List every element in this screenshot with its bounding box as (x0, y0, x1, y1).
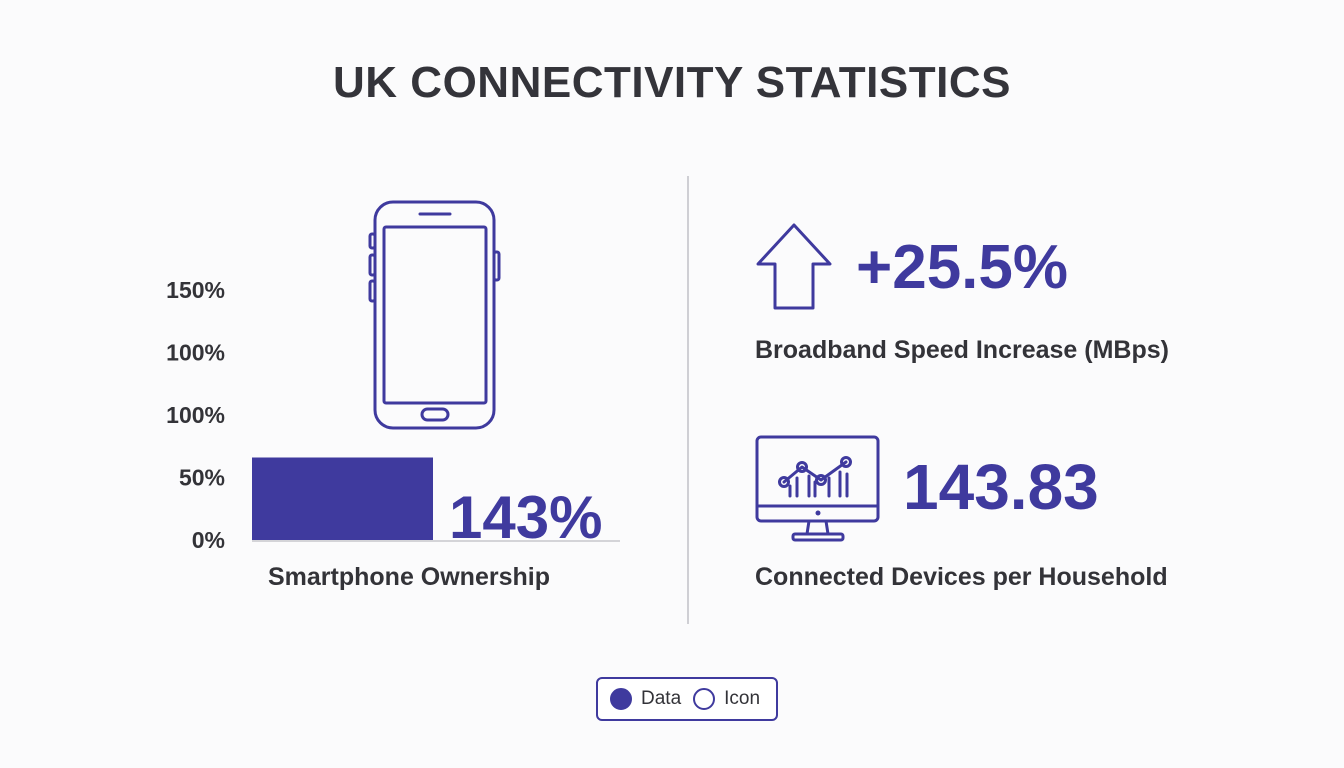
broadband-speed-value: +25.5% (856, 233, 1069, 302)
broadband-speed-label: Broadband Speed Increase (MBps) (755, 336, 1169, 364)
y-tick-label: 50% (179, 465, 225, 491)
monitor-chart-icon (755, 435, 880, 542)
panel-divider (687, 176, 689, 624)
y-tick-label: 100% (166, 340, 225, 366)
y-tick-label: 100% (166, 402, 225, 428)
legend-swatch-icon (693, 688, 716, 710)
y-tick-label: 0% (192, 527, 225, 553)
arrow-up-icon (756, 223, 832, 310)
smartphone-ownership-label: Smartphone Ownership (268, 563, 550, 591)
connected-devices-value: 143.83 (903, 451, 1099, 523)
bar-data-label: 143% (449, 484, 602, 551)
legend-swatch-data (610, 688, 632, 710)
legend-label-icon: Icon (724, 688, 761, 709)
smartphone-icon (368, 200, 501, 430)
y-tick-label: 150% (166, 277, 225, 303)
smartphone-ownership-chart: 0% 50% 100% 100% 150% 143% (166, 200, 620, 553)
page-title: UK CONNECTIVITY STATISTICS (333, 58, 1011, 107)
legend-label-data: Data (641, 688, 682, 709)
legend: Data Icon (596, 677, 778, 721)
connected-devices-label: Connected Devices per Household (755, 563, 1168, 591)
bar-smartphone-ownership (252, 457, 433, 540)
smartphone-ownership-panel: 0% 50% 100% 100% 150% 143% Smartphone Owners… (166, 200, 620, 591)
